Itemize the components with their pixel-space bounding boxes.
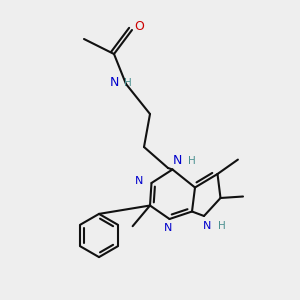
- Text: N: N: [109, 76, 119, 89]
- Text: N: N: [203, 220, 211, 231]
- Text: N: N: [172, 154, 182, 167]
- Text: N: N: [164, 223, 172, 233]
- Text: N: N: [135, 176, 144, 187]
- Text: H: H: [218, 220, 226, 231]
- Text: H: H: [124, 77, 131, 88]
- Text: H: H: [188, 155, 195, 166]
- Text: O: O: [135, 20, 144, 34]
